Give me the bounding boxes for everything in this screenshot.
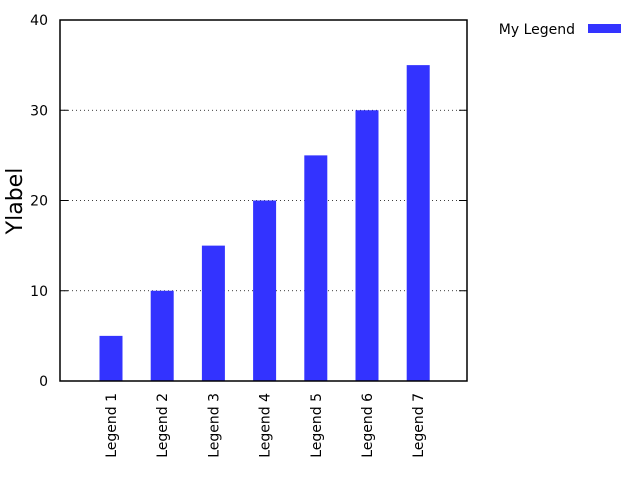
y-tick-label-10: 10 bbox=[30, 284, 48, 300]
x-ticks: Legend 1 Legend 2 Legend 3 Legend 4 Legend 5… bbox=[104, 393, 427, 458]
x-tick-label-3: Legend 3 bbox=[206, 393, 222, 458]
x-tick-label-5: Legend 5 bbox=[309, 393, 325, 458]
bar-1 bbox=[99, 335, 123, 381]
x-tick-label-6: Legend 6 bbox=[360, 393, 376, 458]
bar-7 bbox=[406, 65, 430, 381]
bar-5 bbox=[304, 155, 328, 381]
x-tick-label-2: Legend 2 bbox=[155, 393, 171, 458]
x-tick-label-1: Legend 1 bbox=[104, 393, 120, 458]
legend: My Legend bbox=[499, 22, 621, 38]
bar-3 bbox=[201, 245, 225, 381]
x-tick-label-7: Legend 7 bbox=[411, 393, 427, 458]
x-tick-label-4: Legend 4 bbox=[258, 393, 274, 458]
bar-2 bbox=[150, 290, 174, 381]
y-tick-label-0: 0 bbox=[39, 374, 48, 390]
y-tick-label-20: 20 bbox=[30, 194, 48, 210]
legend-label: My Legend bbox=[499, 22, 575, 38]
y-tick-label-30: 30 bbox=[30, 103, 48, 119]
legend-swatch bbox=[588, 24, 621, 33]
y-tick-label-40: 40 bbox=[30, 13, 48, 29]
y-axis-label: Ylabel bbox=[3, 168, 28, 236]
bar-6 bbox=[355, 110, 379, 381]
bars bbox=[99, 65, 430, 381]
bar-4 bbox=[253, 200, 277, 381]
y-ticks: 0 10 20 30 40 bbox=[30, 13, 467, 390]
